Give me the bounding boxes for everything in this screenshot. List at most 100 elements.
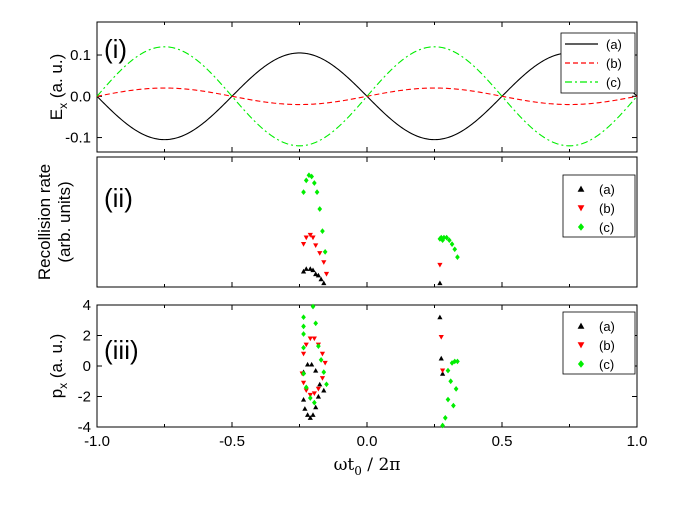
panel-i-ylabel-unit: (a. u.) bbox=[47, 54, 66, 103]
data-point-c bbox=[452, 246, 458, 253]
y-tick-label: 0.1 bbox=[70, 47, 91, 64]
panel-i: (i) Ex (a. u.) -0.1 0.0 0.1 (a) (b) (c) bbox=[47, 21, 638, 153]
data-point-c bbox=[301, 344, 306, 351]
x-axis-label-main: ωt bbox=[334, 455, 355, 475]
data-point-a bbox=[300, 268, 307, 274]
data-point-a bbox=[437, 314, 443, 320]
x-tick-label: 0.5 bbox=[492, 433, 513, 450]
data-point-a bbox=[310, 412, 316, 417]
data-point-a bbox=[307, 266, 313, 271]
data-point-c bbox=[303, 177, 309, 184]
data-point-c bbox=[442, 414, 448, 421]
panel-iii-tag: (iii) bbox=[104, 335, 139, 365]
data-point-a bbox=[313, 404, 319, 410]
data-point-a bbox=[305, 412, 311, 417]
x-axis-label: ωt0 / 2π bbox=[334, 455, 401, 478]
data-point-c bbox=[309, 173, 314, 180]
legend-marker-c bbox=[577, 223, 585, 231]
data-point-c bbox=[445, 367, 451, 374]
panel-ii-frame bbox=[96, 156, 638, 288]
data-point-a bbox=[438, 355, 444, 361]
data-point-c bbox=[445, 396, 451, 403]
data-point-b bbox=[317, 251, 323, 256]
panel-ii-ylabel-line2: (arb. units) bbox=[55, 181, 74, 262]
data-point-a bbox=[307, 415, 313, 420]
data-point-b bbox=[315, 386, 321, 392]
data-point-a bbox=[303, 266, 309, 271]
panel-iii-legend: (a) (b) (c) bbox=[562, 311, 636, 375]
panel-iii-series bbox=[299, 303, 460, 429]
data-point-a bbox=[321, 387, 327, 393]
legend-label-b: (b) bbox=[599, 338, 615, 353]
data-point-b bbox=[303, 342, 309, 348]
data-point-b bbox=[300, 351, 307, 357]
data-point-b bbox=[319, 376, 326, 381]
panel-iii-yticks: -4 -2 0 2 4 bbox=[78, 297, 637, 436]
panel-i-legend-entries: (a) (b) (c) bbox=[565, 37, 622, 90]
legend-label-c: (c) bbox=[599, 220, 614, 235]
data-point-b bbox=[307, 336, 313, 342]
data-point-c bbox=[324, 381, 329, 388]
panel-iii-ylabel-unit: (a. u.) bbox=[47, 334, 66, 383]
data-point-c bbox=[301, 314, 306, 321]
panel-iii-ylabel: px (a. u.) bbox=[47, 334, 70, 399]
data-point-a bbox=[310, 267, 316, 273]
panel-i-tag: (i) bbox=[104, 34, 127, 64]
data-point-c bbox=[301, 331, 306, 337]
data-point-b bbox=[303, 388, 309, 393]
data-point-a bbox=[315, 272, 321, 278]
y-tick-label: 0 bbox=[83, 358, 91, 375]
y-tick-label: -2 bbox=[78, 389, 91, 406]
panel-i-series bbox=[96, 46, 638, 147]
data-point-c bbox=[320, 228, 325, 234]
data-point-a bbox=[317, 381, 323, 387]
data-point-c bbox=[322, 249, 328, 255]
data-point-b bbox=[322, 360, 328, 366]
data-point-c bbox=[437, 236, 443, 242]
data-point-b bbox=[300, 242, 307, 247]
legend-label-a: (a) bbox=[599, 319, 615, 334]
data-point-c bbox=[312, 399, 317, 406]
data-point-c bbox=[317, 206, 323, 212]
data-point-a bbox=[302, 406, 308, 411]
panel-iii-ylabel-main: p bbox=[47, 389, 66, 398]
data-point-a bbox=[309, 361, 315, 367]
data-point-c bbox=[440, 237, 445, 244]
data-point-a bbox=[321, 280, 327, 286]
panel-ii-xticks bbox=[96, 157, 638, 287]
legend-label-c: (c) bbox=[606, 75, 621, 90]
panel-iii-xticks: -1.0 -0.5 0.0 0.5 1.0 bbox=[84, 305, 647, 450]
data-point-b bbox=[313, 243, 319, 248]
panel-iii: (iii) px (a. u.) -4 -2 0 2 4 -1.0 -0.5 0.0 0.5 1… bbox=[47, 297, 647, 478]
data-point-c bbox=[301, 189, 306, 195]
data-point-c bbox=[455, 254, 460, 260]
legend-marker-c bbox=[577, 360, 585, 368]
legend-marker-b bbox=[577, 205, 585, 212]
panel-ii-ylabel-line1: Recollision rate bbox=[35, 164, 54, 280]
data-point-c bbox=[452, 358, 458, 365]
data-point-a bbox=[440, 371, 446, 376]
data-point-b bbox=[303, 235, 309, 241]
data-point-b bbox=[323, 271, 330, 277]
y-tick-label: -0.1 bbox=[65, 130, 91, 147]
data-point-b bbox=[307, 232, 313, 238]
x-tick-label: 1.0 bbox=[627, 433, 648, 450]
panel-i-ylabel: Ex (a. u.) bbox=[47, 54, 70, 120]
data-point-b bbox=[300, 380, 307, 386]
panel-iii-ylabel-sub: x bbox=[56, 383, 70, 389]
data-point-a bbox=[300, 396, 307, 402]
data-point-c bbox=[449, 360, 455, 366]
y-tick-label: 2 bbox=[83, 328, 91, 345]
data-point-c bbox=[318, 357, 324, 363]
data-point-c bbox=[301, 370, 306, 377]
legend-label-b: (b) bbox=[599, 201, 615, 216]
data-point-c bbox=[313, 320, 319, 327]
legend-marker-b bbox=[577, 342, 585, 349]
data-point-c bbox=[455, 358, 460, 365]
data-point-b bbox=[310, 235, 316, 241]
panel-ii-tag: (ii) bbox=[104, 183, 133, 213]
x-tick-label: 0.0 bbox=[357, 433, 378, 450]
legend-label-c: (c) bbox=[599, 357, 614, 372]
data-point-c bbox=[453, 386, 459, 392]
